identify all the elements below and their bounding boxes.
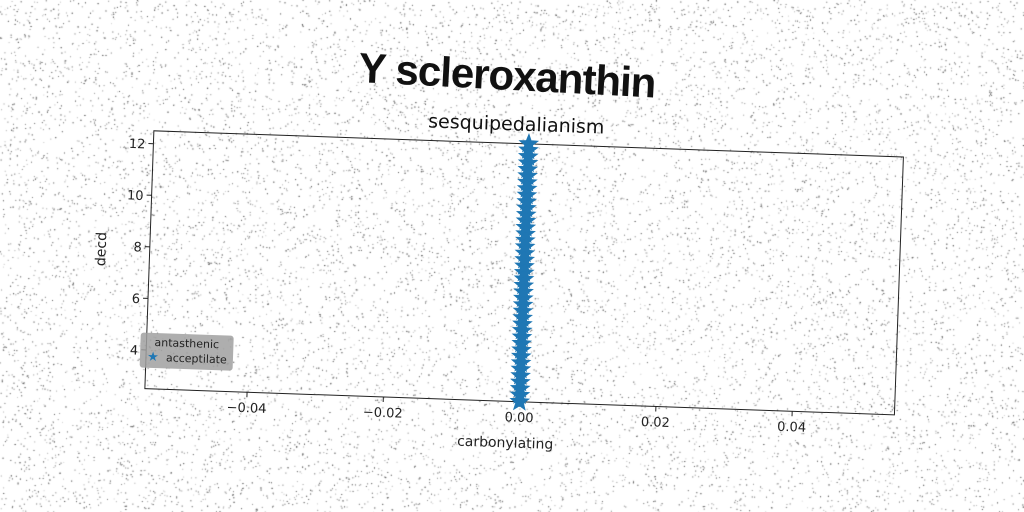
- plot-layer: −0.04 −0.02 0.00 0.02 0.04 4 6 8 10 12: [119, 120, 903, 439]
- x-tick-label: −0.04: [226, 401, 266, 417]
- y-tick-label: 12: [129, 137, 146, 153]
- legend-entry-label: acceptilate: [166, 350, 227, 367]
- x-tick-label: 0.02: [641, 415, 670, 431]
- legend: antasthenic ★ acceptilate: [140, 332, 234, 370]
- x-tick-label: −0.02: [363, 405, 403, 421]
- y-tick-label: 6: [131, 292, 140, 307]
- legend-entry: ★ acceptilate: [146, 350, 227, 368]
- star-marker-icon: ★: [146, 350, 161, 365]
- y-tick-label: 4: [130, 343, 139, 358]
- y-axis-label: decd: [93, 219, 111, 280]
- x-tick-label: 0.04: [777, 420, 806, 436]
- y-tick-label: 8: [133, 240, 142, 255]
- chart-container: −0.04 −0.02 0.00 0.02 0.04 4 6 8 10 12 sesquipeda…: [64, 90, 957, 500]
- x-tick-label: 0.00: [504, 410, 533, 426]
- y-tick-label: 10: [127, 188, 144, 204]
